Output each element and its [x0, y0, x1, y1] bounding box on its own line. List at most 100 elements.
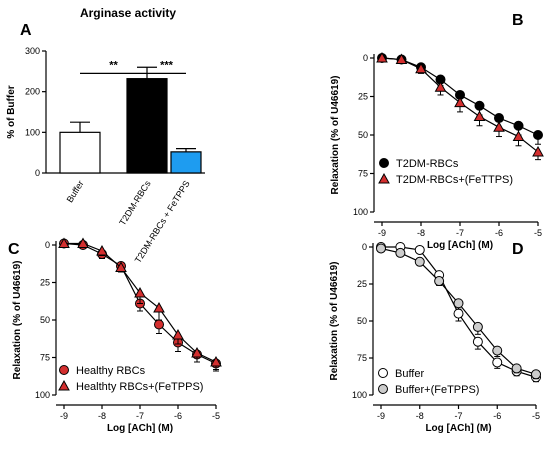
legend-entry: Buffer: [395, 368, 424, 380]
x-tick-label: Buffer: [65, 179, 86, 205]
y-axis-label: % of Buffer: [6, 85, 17, 138]
legend: Healthy RBCs Healthty RBCs+(FeTPPS): [58, 365, 203, 393]
data-point: [472, 336, 483, 347]
data-point: [395, 53, 408, 65]
y-tick-label: 25: [357, 279, 367, 289]
x-tick-label: -7: [454, 411, 462, 421]
panel-letter-a: A: [20, 22, 32, 39]
panel-letter-b: B: [512, 12, 524, 29]
data-point: [492, 357, 503, 368]
data-point: [511, 363, 522, 374]
data-point: [172, 328, 184, 340]
y-tick-label: 200: [25, 87, 40, 97]
panel-a-bar-chart: Arginase activity % of Buffer 0 100 200 300 Bu…: [6, 6, 205, 265]
x-tick-label: -5: [534, 228, 542, 238]
data-point: [115, 261, 127, 272]
x-tick-label: -9: [60, 411, 68, 421]
y-axis-label: Relaxation (% of U46619): [330, 76, 341, 195]
legend-marker: [378, 172, 390, 184]
data-point: [532, 145, 544, 157]
y-tick-label: 50: [357, 316, 367, 326]
data-point: [492, 345, 503, 356]
data-point: [376, 243, 386, 254]
y-tick-label: 0: [362, 242, 367, 252]
data-point: [512, 130, 525, 142]
data-point: [154, 319, 164, 330]
y-axis-label: Relaxation (% of U46619): [12, 261, 23, 380]
legend-entry: Buffer+(FeTPPS): [395, 384, 479, 396]
legend-entry: Healthy RBCs: [76, 365, 146, 377]
significance-label: **: [109, 59, 118, 71]
data-point: [414, 244, 425, 255]
y-tick-label: 25: [40, 278, 50, 288]
data-point: [493, 121, 505, 132]
legend-entry: Healthty RBCs+(FeTPPS): [76, 381, 203, 393]
data-point: [533, 130, 543, 140]
data-point: [531, 369, 541, 380]
legend-marker: [379, 158, 389, 168]
legend: Buffer Buffer+(FeTPPS): [378, 368, 479, 396]
data-point: [415, 62, 427, 74]
data-point: [210, 355, 222, 367]
legend-marker: [58, 379, 70, 391]
x-tick-label: -5: [532, 411, 540, 421]
x-axis-label: Log [ACh] (M): [427, 240, 493, 251]
bar: [170, 151, 202, 174]
y-tick-label: 100: [353, 207, 368, 217]
y-tick-label: 100: [25, 127, 40, 137]
x-tick-label: -9: [378, 228, 386, 238]
y-tick-label: 75: [40, 353, 50, 363]
legend-marker: [378, 384, 388, 394]
data-point: [513, 120, 524, 131]
significance-label: ***: [160, 59, 174, 71]
data-point: [58, 237, 70, 248]
data-point: [96, 244, 108, 256]
x-tick-label: -8: [416, 411, 424, 421]
x-axis-label: Log [ACh] (M): [425, 423, 491, 434]
y-tick-label: 0: [363, 53, 368, 63]
x-tick-label: -6: [493, 411, 501, 421]
data-point: [434, 81, 447, 92]
data-point: [474, 100, 485, 111]
x-tick-label: -6: [495, 228, 503, 238]
data-point: [453, 308, 464, 319]
data-point: [395, 247, 406, 258]
panel-b-line-chart: 0 25 50 75 100 -9 -8 -7 -6 -5 Log [ACh] (M) Relaxat…: [330, 51, 544, 251]
legend: T2DM-RBCs T2DM-RBCs+(FeTTPS): [378, 158, 513, 186]
data-point: [494, 113, 504, 124]
y-tick-label: 75: [357, 353, 367, 363]
series-1: [376, 243, 541, 380]
data-point: [77, 237, 89, 248]
panel-letter-c: C: [8, 241, 20, 258]
legend-entry: T2DM-RBCs: [396, 158, 459, 170]
series-1: [376, 51, 544, 161]
data-point: [453, 298, 464, 309]
y-tick-label: 0: [45, 240, 50, 250]
data-point: [191, 346, 203, 358]
x-tick-label: T2DM-RBCs: [117, 178, 153, 227]
bar: [59, 131, 101, 174]
data-point: [473, 110, 486, 122]
data-point: [153, 301, 165, 313]
x-tick-label: -8: [98, 411, 106, 421]
data-point: [134, 286, 146, 298]
x-tick-label: -9: [377, 411, 385, 421]
x-tick-label: -8: [417, 228, 425, 238]
data-point: [414, 256, 425, 267]
legend-marker: [59, 365, 69, 375]
y-tick-label: 50: [40, 315, 50, 325]
legend-entry: T2DM-RBCs+(FeTTPS): [396, 174, 513, 186]
y-tick-label: 100: [352, 390, 367, 400]
panel-d-line-chart: 0 25 50 75 100 -9 -8 -7 -6 -5 Log [ACh] (M) Relaxat…: [329, 242, 541, 434]
series-1: [58, 237, 222, 370]
panel-letter-d: D: [512, 241, 524, 258]
y-axis-label: Relaxation (% of U46619): [329, 262, 340, 381]
y-tick-label: 100: [35, 390, 50, 400]
data-point: [434, 276, 445, 287]
data-point: [454, 96, 466, 108]
y-tick-label: 25: [358, 92, 368, 102]
panel-c-line-chart: 0 25 50 75 100 -9 -8 -7 -6 -5 Log [ACh] (M) Relaxat…: [12, 237, 222, 434]
x-tick-label: -6: [174, 411, 182, 421]
y-tick-label: 75: [358, 169, 368, 179]
